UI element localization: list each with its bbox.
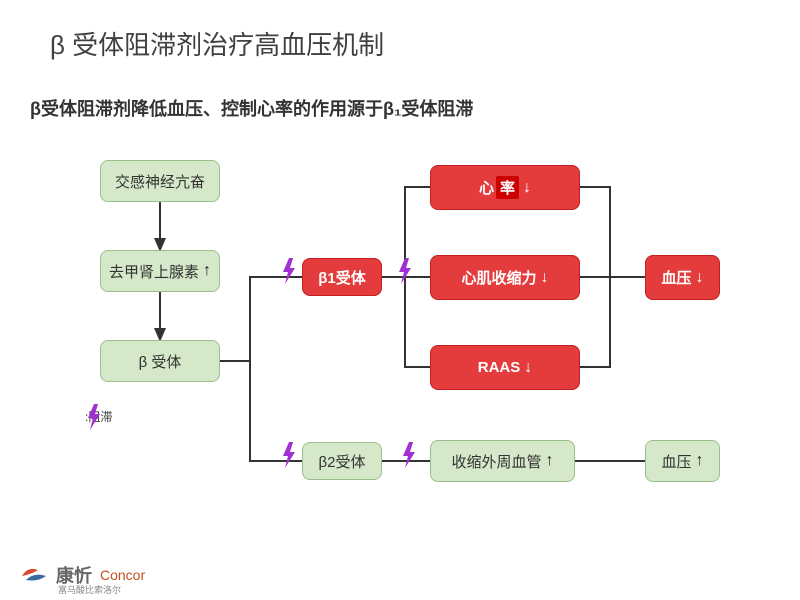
node-sympathetic: 交感神经亢奋 xyxy=(100,160,220,202)
bolt-icon xyxy=(85,404,103,430)
bolt-icon xyxy=(396,258,414,284)
edge-6 xyxy=(382,277,430,367)
edge-2 xyxy=(220,277,302,361)
bolt-icon xyxy=(400,442,418,468)
connector-lines xyxy=(0,0,800,600)
edge-7 xyxy=(580,187,645,277)
node-heart_rate: 心率↓ xyxy=(430,165,580,210)
bolt-icon xyxy=(280,258,298,284)
node-beta2: β2受体 xyxy=(302,442,382,480)
page-subtitle: β受体阻滞剂降低血压、控制心率的作用源于β₁受体阻滞 xyxy=(30,95,473,121)
node-beta1: β1受体 xyxy=(302,258,382,296)
node-raas: RAAS↓ xyxy=(430,345,580,390)
node-beta_receptor: β 受体 xyxy=(100,340,220,382)
logo-sub: 富马酸比索洛尔 xyxy=(58,583,121,596)
page-title: β 受体阻滞剂治疗高血压机制 xyxy=(50,25,384,62)
legend: :阻滞 xyxy=(85,408,112,425)
bolt-icon xyxy=(280,442,298,468)
edge-9 xyxy=(580,277,645,367)
logo-mark-icon xyxy=(20,562,50,588)
logo-text-en: Concor xyxy=(100,567,145,583)
node-norepinephrine: 去甲肾上腺素↑ xyxy=(100,250,220,292)
node-vasoconstrict: 收缩外周血管↑ xyxy=(430,440,575,482)
node-contractility: 心肌收缩力↓ xyxy=(430,255,580,300)
node-bp_down: 血压↓ xyxy=(645,255,720,300)
node-bp_up: 血压↑ xyxy=(645,440,720,482)
